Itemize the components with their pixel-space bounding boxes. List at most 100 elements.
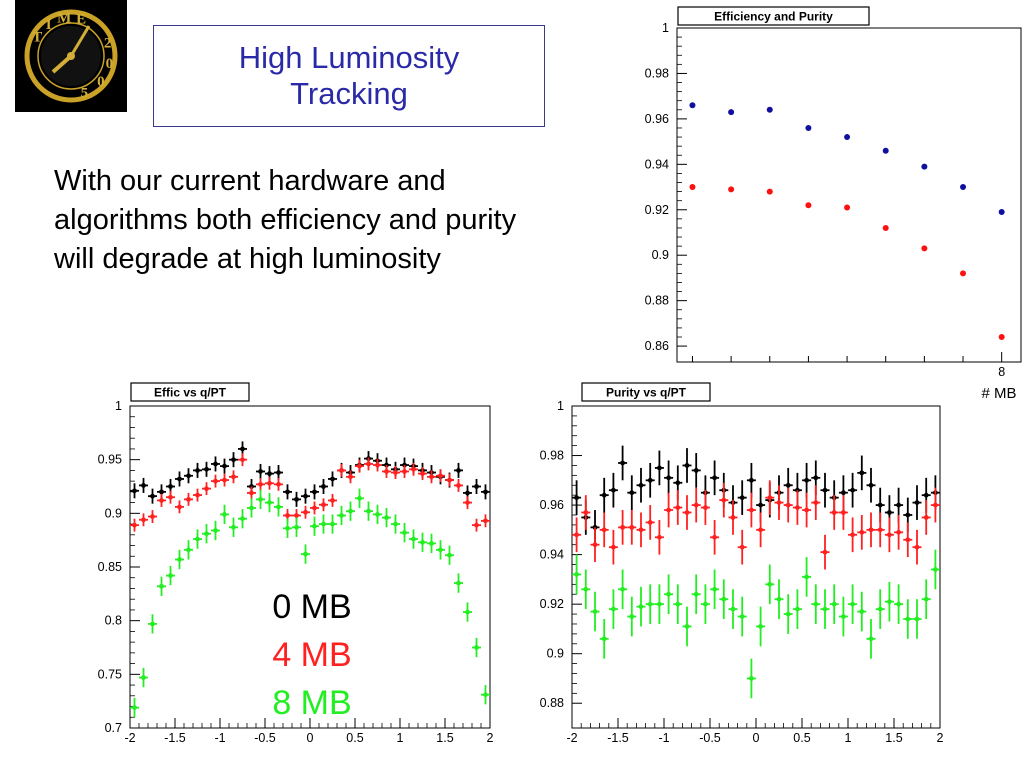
data-point xyxy=(887,599,892,605)
data-point xyxy=(647,477,653,483)
x-tick-label: 8 xyxy=(998,365,1005,379)
data-point xyxy=(465,609,470,615)
data-point xyxy=(438,473,443,479)
data-point xyxy=(960,270,967,277)
data-point xyxy=(132,522,137,528)
data-point xyxy=(312,505,317,511)
data-point xyxy=(276,504,281,510)
legend-entry: 8 MB xyxy=(272,684,351,722)
data-point xyxy=(998,334,1005,341)
data-point xyxy=(767,581,773,587)
data-point xyxy=(914,544,920,550)
data-point xyxy=(222,512,227,517)
data-point xyxy=(611,606,616,612)
data-point xyxy=(348,508,353,514)
y-tick-label: 0.9 xyxy=(547,647,564,661)
data-point xyxy=(804,477,809,483)
x-tick-label: 0 xyxy=(753,731,760,745)
data-point xyxy=(303,551,308,557)
data-point xyxy=(186,496,191,502)
data-point xyxy=(240,457,245,463)
data-point xyxy=(411,536,416,542)
data-point xyxy=(805,202,812,209)
data-point xyxy=(574,495,579,501)
y-tick-label: 1 xyxy=(115,399,122,413)
data-point xyxy=(601,527,607,533)
data-point xyxy=(465,500,470,505)
data-point xyxy=(465,490,470,496)
y-tick-label: 0.7 xyxy=(105,721,122,735)
slide-body-text: With our current hardware and algorithms… xyxy=(54,165,517,275)
data-point xyxy=(231,474,236,480)
chart-2: Effic vs q/PT 1 0.95 0.9 0.85 0.8 0.75 0.7-2 -1.… xyxy=(98,382,494,745)
y-tick-label: 0.98 xyxy=(645,66,669,80)
data-point xyxy=(601,492,607,498)
y-tick-label: 0.92 xyxy=(540,597,564,611)
data-point xyxy=(657,534,662,540)
data-point xyxy=(456,483,461,488)
data-point xyxy=(375,512,380,517)
data-point xyxy=(474,484,479,489)
data-point xyxy=(844,134,851,141)
data-point xyxy=(859,609,865,614)
data-point xyxy=(330,521,335,527)
data-point xyxy=(213,528,218,533)
data-point xyxy=(896,502,901,508)
data-point xyxy=(933,567,938,572)
y-tick-label: 0.95 xyxy=(98,453,122,467)
data-point xyxy=(684,510,690,515)
x-tick-label: 0 xyxy=(307,731,314,745)
y-tick-label: 1 xyxy=(557,399,564,413)
data-point xyxy=(483,489,488,495)
y-tick-label: 0.94 xyxy=(645,157,669,171)
data-point xyxy=(868,482,874,488)
data-point xyxy=(666,591,671,597)
series-2 xyxy=(572,480,940,570)
data-point xyxy=(574,572,579,577)
data-point xyxy=(592,609,598,614)
chart-title-box xyxy=(130,382,250,402)
data-point xyxy=(693,591,699,597)
data-point xyxy=(877,502,883,508)
data-point xyxy=(882,224,889,231)
data-point xyxy=(689,102,696,109)
data-point xyxy=(231,524,236,530)
data-point xyxy=(657,465,662,471)
data-point xyxy=(923,596,929,602)
data-point xyxy=(429,474,434,480)
logo-letter: M xyxy=(57,11,71,27)
legend: 0 MB 4 MB 8 MB xyxy=(272,588,351,722)
data-point xyxy=(859,470,865,476)
data-point xyxy=(420,471,425,477)
x-tick-label: 0.5 xyxy=(346,731,363,745)
data-point xyxy=(204,531,209,537)
data-point xyxy=(294,524,299,530)
data-point xyxy=(703,505,708,510)
data-point xyxy=(831,510,837,515)
data-point xyxy=(611,544,616,550)
data-point xyxy=(684,463,690,468)
data-point xyxy=(921,245,928,252)
data-point xyxy=(150,621,155,627)
data-point xyxy=(186,473,191,479)
data-point xyxy=(159,489,164,495)
data-point xyxy=(168,494,173,500)
data-point xyxy=(921,163,928,170)
y-tick-label: 0.8 xyxy=(105,614,122,628)
x-tick-label: -2 xyxy=(566,731,577,745)
x-tick-label: -1.5 xyxy=(164,731,186,745)
data-point xyxy=(159,583,164,589)
y-tick-label: 0.94 xyxy=(540,548,564,562)
data-point xyxy=(712,475,717,481)
data-point xyxy=(366,508,371,514)
data-point xyxy=(822,606,828,612)
data-point xyxy=(868,527,874,533)
data-point xyxy=(730,606,736,612)
data-point xyxy=(758,527,763,533)
data-point xyxy=(850,487,855,493)
data-point xyxy=(204,486,209,492)
data-point xyxy=(132,705,137,711)
data-point xyxy=(258,496,263,502)
data-point xyxy=(592,542,598,548)
